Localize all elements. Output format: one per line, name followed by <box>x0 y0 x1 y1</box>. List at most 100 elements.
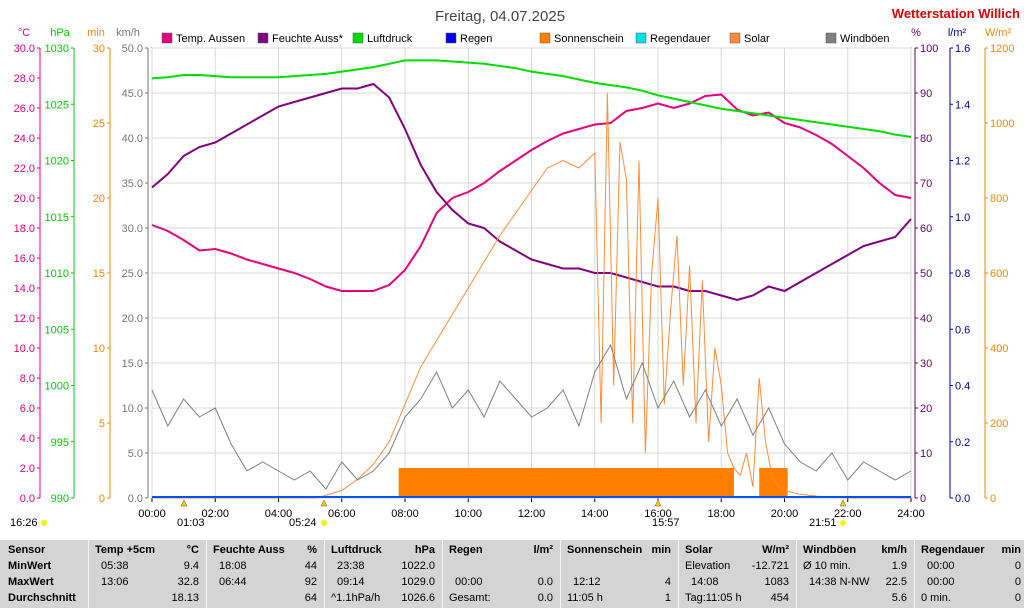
axis-label-solar: 0 <box>990 493 996 505</box>
axis-unit-hum: % <box>911 27 921 39</box>
header-wind: Windböen <box>803 544 857 556</box>
x-tick-label: 16:00 <box>644 508 672 520</box>
rain-total-value: 0.0 <box>537 592 553 604</box>
legend-swatch <box>539 32 551 44</box>
stats-table: Sensor MinWert MaxWert Durchschnitt Temp… <box>0 540 1024 608</box>
sun-duration: 11:05 h <box>567 592 603 604</box>
sun-marker-label: 15:57 <box>652 517 680 529</box>
axis-label-solar: 1200 <box>990 43 1014 55</box>
chart-svg: 00:00 02:00 04:00 06:00 08:00 10:00 12:00 14:00… <box>10 6 1020 529</box>
axis-label-wind: 25.0 <box>122 268 143 280</box>
axis-label-hum: 60 <box>920 223 932 235</box>
press-max-value: 1029.0 <box>401 576 435 588</box>
header-raintime: Regendauer <box>921 544 985 556</box>
header-humidity: Feuchte Auss <box>213 544 285 556</box>
axis-label-rain: 0.2 <box>955 437 970 449</box>
rain-total-label: Gesamt: <box>449 592 491 604</box>
wind-avg10-label: Ø 10 min. <box>803 560 851 572</box>
series-temp-aussen <box>151 93 912 292</box>
axis-unit-press: hPa <box>50 27 70 39</box>
raintime-min-time: 00:00 <box>927 560 955 572</box>
axis-label-wind: 45.0 <box>122 88 143 100</box>
axis-label-press: 990 <box>51 493 69 505</box>
axis-label-wind: 0.0 <box>128 493 143 505</box>
axis-label-min: 10 <box>93 343 105 355</box>
axis-label-temp: 8.0 <box>20 373 35 385</box>
sun-marker-label: 16:26 <box>10 517 38 529</box>
unit-humidity: % <box>307 544 317 556</box>
axis-label-rain: 0.6 <box>955 324 970 336</box>
axis-label-wind: 15.0 <box>122 358 143 370</box>
legend-swatch <box>729 32 741 44</box>
sun-max-time: 12:12 <box>573 576 601 588</box>
series-luftdruck <box>151 59 912 138</box>
axis-label-temp: 22.0 <box>14 163 35 175</box>
legend-label: Feuchte Auss* <box>272 33 344 45</box>
hum-avg-value: 64 <box>304 592 317 604</box>
sun-marker-label: 05:24 <box>289 517 317 529</box>
axis-label-press: 1015 <box>45 212 69 224</box>
solar-elevation-label: Elevation <box>685 560 731 572</box>
axis-label-rain: 1.4 <box>955 99 970 111</box>
axis-label-hum: 0 <box>920 493 926 505</box>
unit-pressure: hPa <box>414 544 435 556</box>
axis-label-min: 25 <box>93 118 105 130</box>
axis-label-temp: 14.0 <box>14 283 35 295</box>
legend-label: Sonnenschein <box>554 33 624 45</box>
raintime-total: 0 min. <box>921 592 951 604</box>
solar-elevation-value: -12.721 <box>751 560 789 572</box>
axis-label-hum: 100 <box>920 43 938 55</box>
legend-label: Luftdruck <box>367 33 413 45</box>
x-tick-label: 18:00 <box>707 508 735 520</box>
legend-swatch <box>257 32 269 44</box>
series-feuchte-auss- <box>151 82 912 302</box>
axis-label-hum: 30 <box>920 358 932 370</box>
table-col-temp: Temp +5cm °C 05:38 9.4 13:06 32.8 18.13 <box>88 540 207 608</box>
press-max-time: 09:14 <box>337 576 365 588</box>
raintime-min-value: 0 <box>1014 560 1021 572</box>
solar-max-time: 14:08 <box>691 576 719 588</box>
weather-chart: 00:00 02:00 04:00 06:00 08:00 10:00 12:00 14:00… <box>10 6 1020 529</box>
table-col-pressure: Luftdruck hPa 23:38 1022.0 09:14 1029.0 … <box>324 540 443 608</box>
axis-label-temp: 0.0 <box>20 493 35 505</box>
axis-label-hum: 10 <box>920 448 932 460</box>
axis-label-min: 0 <box>99 493 105 505</box>
axis-unit-min: min <box>87 27 105 39</box>
axis-unit-wind: km/h <box>116 27 140 39</box>
axis-label-temp: 2.0 <box>20 463 35 475</box>
hum-min-time: 18:08 <box>219 560 247 572</box>
axis-label-min: 20 <box>93 193 105 205</box>
temp-max-time: 13:06 <box>101 576 129 588</box>
table-col-sensor: Sensor MinWert MaxWert Durchschnitt <box>0 540 88 608</box>
axis-label-min: 15 <box>93 268 105 280</box>
press-min-time: 23:38 <box>337 560 365 572</box>
solar-max-value: 1083 <box>764 576 789 588</box>
axis-label-temp: 26.0 <box>14 103 35 115</box>
axis-label-temp: 16.0 <box>14 253 35 265</box>
axis-label-hum: 90 <box>920 88 932 100</box>
hum-max-time: 06:44 <box>219 576 247 588</box>
axis-label-temp: 24.0 <box>14 133 35 145</box>
axis-label-temp: 12.0 <box>14 313 35 325</box>
unit-wind: km/h <box>881 544 907 556</box>
axis-label-min: 30 <box>93 43 105 55</box>
unit-solar: W/m² <box>762 544 789 556</box>
axis-label-rain: 0.4 <box>955 381 970 393</box>
temp-avg-value: 18.13 <box>171 592 199 604</box>
axis-label-hum: 70 <box>920 178 932 190</box>
axis-label-rain: 0.8 <box>955 268 970 280</box>
sun-marker-label: 21:51 <box>809 517 837 529</box>
axis-label-press: 995 <box>51 437 69 449</box>
axis-label-wind: 30.0 <box>122 223 143 235</box>
axis-label-temp: 4.0 <box>20 433 35 445</box>
sunshine-block <box>398 468 734 498</box>
legend-swatch <box>161 32 173 44</box>
hum-max-value: 92 <box>304 576 317 588</box>
temp-min-value: 9.4 <box>183 560 199 572</box>
legend-swatch <box>635 32 647 44</box>
x-tick-label: 20:00 <box>771 508 799 520</box>
legend-label: Temp. Aussen <box>176 33 245 45</box>
row-label-max: MaxWert <box>8 576 54 588</box>
wind-max-time: 14:38 N-NW <box>809 576 870 588</box>
sun-event-marker <box>180 499 188 507</box>
